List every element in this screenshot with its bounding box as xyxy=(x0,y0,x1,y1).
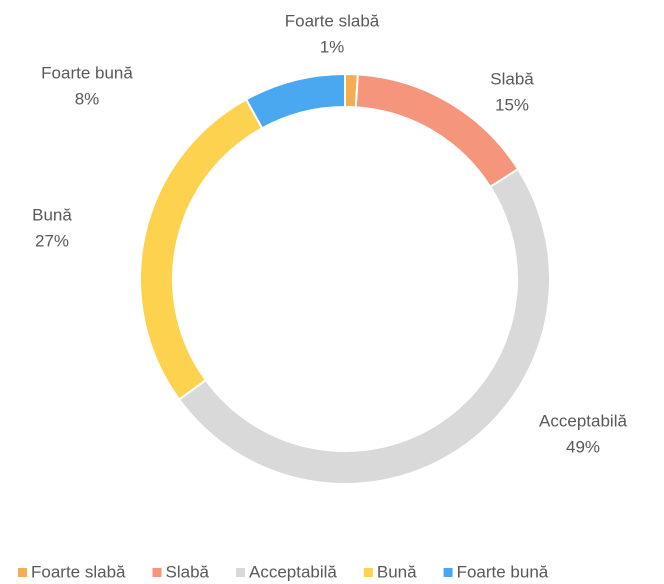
donut-segment xyxy=(244,72,346,130)
legend-label: Acceptabilă xyxy=(249,562,337,581)
donut-segment xyxy=(177,167,551,485)
legend-label: Bună xyxy=(377,562,417,581)
data-label-category: Foarte bună xyxy=(41,63,133,82)
donut-segment xyxy=(139,97,264,401)
data-label-value: 1% xyxy=(320,37,345,56)
legend-label: Foarte bună xyxy=(457,562,549,581)
legend-swatch xyxy=(235,568,245,577)
data-label-category: Bună xyxy=(32,205,72,224)
data-label-value: 49% xyxy=(566,437,600,456)
legend-label: Foarte slabă xyxy=(31,562,126,581)
legend-label: Slabă xyxy=(166,562,210,581)
data-label-value: 27% xyxy=(35,231,69,250)
legend-swatch xyxy=(18,568,27,577)
data-label-category: Acceptabilă xyxy=(539,411,627,430)
data-label-value: 8% xyxy=(75,89,100,108)
data-label-category: Slabă xyxy=(490,69,534,88)
legend-swatch xyxy=(443,568,453,577)
data-label-value: 15% xyxy=(495,95,529,114)
legend-swatch xyxy=(152,568,162,577)
donut-segment xyxy=(354,73,520,189)
data-label-category: Foarte slabă xyxy=(285,11,380,30)
legend-swatch xyxy=(363,568,373,577)
